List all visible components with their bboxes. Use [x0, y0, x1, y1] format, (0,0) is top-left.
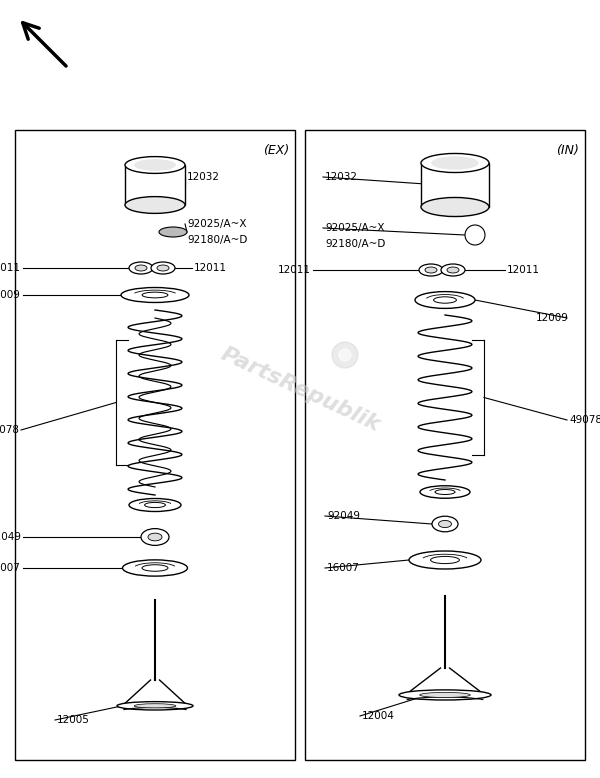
Ellipse shape [134, 704, 176, 708]
Ellipse shape [148, 533, 162, 541]
Ellipse shape [421, 198, 489, 216]
Text: 16007: 16007 [0, 563, 21, 573]
Text: 92025/A~X: 92025/A~X [325, 223, 385, 233]
Ellipse shape [420, 485, 470, 498]
Ellipse shape [420, 692, 470, 697]
Ellipse shape [432, 516, 458, 532]
Text: 16007: 16007 [327, 563, 360, 573]
Ellipse shape [125, 156, 185, 173]
Ellipse shape [142, 293, 168, 298]
Ellipse shape [409, 551, 481, 569]
Text: 49078A: 49078A [569, 415, 600, 425]
Ellipse shape [159, 227, 187, 237]
Bar [125, 165, 185, 205]
Ellipse shape [435, 489, 455, 495]
Circle shape [339, 349, 351, 361]
Polygon shape [123, 680, 187, 706]
Ellipse shape [419, 264, 443, 276]
Ellipse shape [121, 288, 189, 303]
Circle shape [465, 225, 485, 245]
Ellipse shape [129, 262, 153, 274]
Circle shape [332, 342, 358, 368]
Ellipse shape [125, 197, 185, 213]
Bar [305, 130, 585, 760]
Text: 12005: 12005 [57, 715, 90, 725]
Ellipse shape [447, 267, 459, 273]
Bar [15, 130, 295, 760]
Text: 12011: 12011 [194, 263, 227, 273]
Ellipse shape [122, 560, 187, 576]
Ellipse shape [434, 297, 457, 303]
Text: 12011: 12011 [278, 265, 311, 275]
Ellipse shape [134, 159, 176, 171]
Ellipse shape [425, 267, 437, 273]
Text: 92049: 92049 [327, 511, 360, 521]
Text: 12004: 12004 [362, 711, 395, 721]
Text: 12032: 12032 [187, 172, 220, 182]
Text: (IN): (IN) [556, 144, 579, 157]
Text: 12032: 12032 [325, 172, 358, 182]
Text: 12009: 12009 [0, 290, 21, 300]
Ellipse shape [439, 520, 452, 527]
Ellipse shape [129, 499, 181, 511]
Polygon shape [406, 668, 484, 695]
Ellipse shape [441, 264, 465, 276]
Ellipse shape [117, 702, 193, 710]
Ellipse shape [421, 153, 489, 173]
Text: 92180/A~D: 92180/A~D [187, 235, 247, 245]
Text: (EX): (EX) [263, 144, 289, 157]
Text: 49078: 49078 [0, 425, 19, 435]
Text: 92049: 92049 [0, 532, 21, 542]
Text: 92180/A~D: 92180/A~D [325, 239, 385, 249]
Ellipse shape [145, 503, 166, 507]
Text: PartsRepublik: PartsRepublik [217, 345, 383, 436]
Text: 12009: 12009 [536, 313, 569, 323]
Ellipse shape [157, 265, 169, 271]
Ellipse shape [151, 262, 175, 274]
Ellipse shape [141, 528, 169, 545]
Ellipse shape [431, 156, 479, 170]
Ellipse shape [399, 690, 491, 700]
Ellipse shape [135, 265, 147, 271]
Ellipse shape [431, 556, 460, 563]
Text: 92025/A~X: 92025/A~X [187, 219, 247, 229]
Bar [421, 163, 489, 207]
Text: 12011: 12011 [507, 265, 540, 275]
Text: 12011: 12011 [0, 263, 21, 273]
Ellipse shape [415, 292, 475, 308]
Ellipse shape [142, 565, 168, 571]
